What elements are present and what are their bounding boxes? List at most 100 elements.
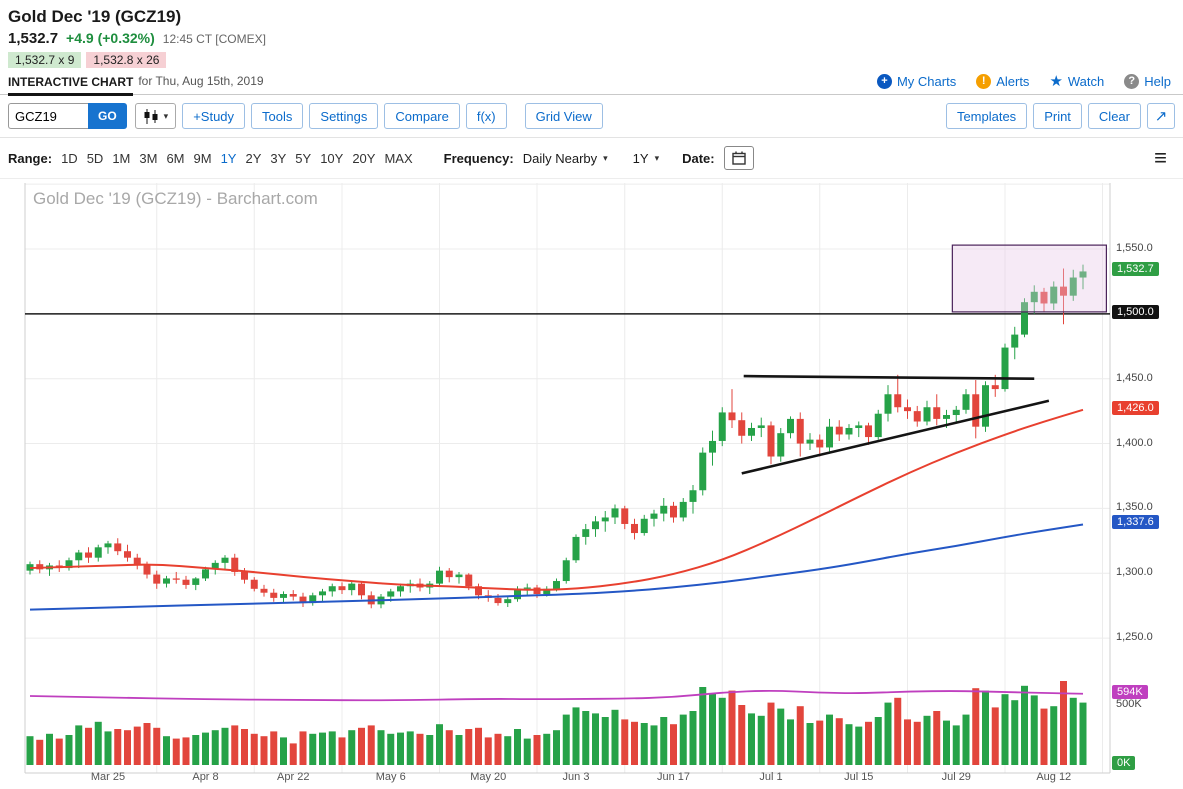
range-10y[interactable]: 10Y (320, 150, 344, 166)
symbol-input[interactable] (8, 103, 88, 129)
candle-body (572, 536, 580, 561)
quote-header: Gold Dec '19 (GCZ19) 1,532.7 +4.9 (+0.32… (0, 0, 1183, 96)
candle-body (65, 560, 73, 569)
expand-button[interactable]: ↗ (1147, 103, 1175, 129)
templates-button[interactable]: Templates (945, 103, 1028, 129)
volume-bar (1030, 695, 1038, 765)
range-1d[interactable]: 1D (61, 150, 78, 166)
candle-body (952, 409, 960, 416)
range-20y[interactable]: 20Y (352, 150, 376, 166)
volume-bar (718, 697, 726, 765)
x-axis-label: Jul 15 (844, 771, 874, 783)
help-link[interactable]: ? Help (1124, 74, 1171, 89)
price-axis-label: 1,400.0 (1116, 436, 1153, 449)
x-axis-label: Jul 1 (759, 771, 783, 783)
trendline-annotation (743, 374, 1035, 380)
range-5y[interactable]: 5Y (295, 150, 312, 166)
fx-button[interactable]: f(x) (465, 103, 507, 129)
go-button[interactable]: GO (88, 103, 127, 129)
candle-body (689, 490, 697, 502)
volume-bar (328, 731, 336, 765)
watch-link[interactable]: ★ Watch (1049, 74, 1104, 89)
chart-area[interactable]: Gold Dec '19 (GCZ19) - Barchart.com 1,55… (0, 179, 1183, 789)
x-axis-label: Aug 12 (1036, 771, 1072, 783)
volume-bar (85, 727, 92, 765)
add-study-button[interactable]: +Study (182, 103, 246, 129)
print-button[interactable]: Print (1033, 103, 1082, 129)
volume-bar (358, 727, 365, 765)
range-2y[interactable]: 2Y (245, 150, 262, 166)
volume-bar (572, 707, 580, 765)
tools-button[interactable]: Tools (251, 103, 304, 129)
volume-bar (562, 714, 570, 765)
range-bar: Range: 1D 5D 1M 3M 6M 9M 1Y 2Y 3Y 5Y 10Y… (0, 138, 1183, 179)
volume-bar (884, 702, 892, 765)
volume-axis-badge: 594K (1112, 684, 1148, 699)
volume-bar (1021, 685, 1028, 765)
candle-body (1001, 347, 1009, 390)
range-3y[interactable]: 3Y (270, 150, 287, 166)
range-6m[interactable]: 6M (166, 150, 185, 166)
price-axis-badge: 1,532.7 (1112, 262, 1159, 277)
grid-view-button[interactable]: Grid View (524, 103, 603, 129)
clear-button[interactable]: Clear (1087, 103, 1141, 129)
range-label: Range: (8, 150, 53, 166)
help-label: Help (1144, 74, 1171, 89)
candle-body (260, 588, 268, 593)
alerts-link[interactable]: ! Alerts (976, 74, 1029, 89)
help-icon: ? (1124, 74, 1140, 89)
volume-bar (124, 730, 131, 765)
watch-label: Watch (1067, 74, 1105, 89)
range-1y-active[interactable]: 1Y (220, 150, 237, 166)
candle-body (728, 412, 736, 421)
volume-bar (260, 736, 268, 765)
date-picker-button[interactable] (723, 146, 754, 170)
chevron-down-icon: ▾ (163, 110, 169, 121)
volume-bar (816, 720, 824, 765)
volume-bar (582, 711, 590, 765)
star-icon: ★ (1049, 73, 1063, 90)
candle-body (85, 552, 92, 558)
settings-button[interactable]: Settings (309, 103, 379, 129)
x-axis-label: Apr 22 (277, 771, 310, 783)
candle-body (553, 581, 560, 589)
candle-body (241, 571, 248, 580)
candle-body (709, 440, 716, 453)
candle-body (358, 583, 365, 596)
volume-bar (338, 737, 346, 765)
candle-body (221, 557, 229, 563)
volume-bar (387, 733, 395, 765)
volume-bar (153, 727, 161, 765)
volume-bar (75, 725, 83, 765)
candle-body (153, 574, 161, 584)
candle-body (1040, 291, 1048, 304)
range-max[interactable]: MAX (384, 150, 413, 166)
volume-bar (36, 739, 44, 765)
candle-body (884, 394, 892, 414)
volume-bar (943, 720, 950, 765)
period-value: 1Y (632, 150, 649, 166)
range-3m[interactable]: 3M (139, 150, 158, 166)
menu-hamburger-icon[interactable]: ≡ (1154, 145, 1167, 170)
candle-body (231, 557, 239, 572)
volume-bar (699, 687, 707, 765)
chevron-down-icon: ▾ (603, 152, 608, 163)
price-axis-label: 1,300.0 (1116, 566, 1153, 579)
price-chart-canvas[interactable] (0, 179, 1183, 789)
price-axis-label: 1,350.0 (1116, 501, 1153, 514)
frequency-dropdown[interactable]: Daily Nearby ▾ (523, 151, 608, 166)
fast-ma-line (29, 408, 1084, 591)
range-5d[interactable]: 5D (86, 150, 104, 166)
period-dropdown[interactable]: 1Y ▾ (633, 151, 659, 166)
volume-bar (728, 690, 736, 765)
volume-bar (182, 737, 190, 765)
chart-type-button[interactable]: ▾ (134, 103, 177, 129)
my-charts-link[interactable]: + My Charts (876, 74, 956, 89)
compare-button[interactable]: Compare (384, 103, 460, 129)
candle-body (767, 425, 775, 457)
volume-bar (796, 706, 804, 765)
volume-bar (1011, 700, 1019, 765)
range-9m[interactable]: 9M (193, 150, 212, 166)
candle-body (104, 543, 112, 548)
range-1m[interactable]: 1M (112, 150, 131, 166)
